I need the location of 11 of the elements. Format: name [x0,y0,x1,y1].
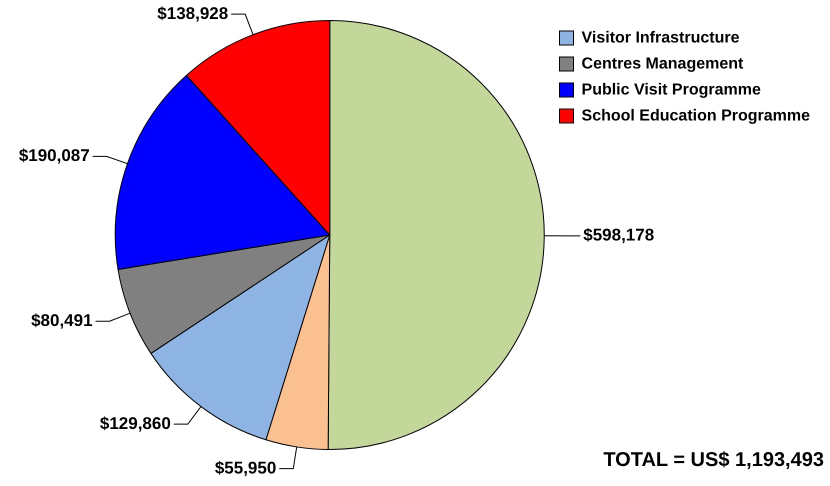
data-label: $190,087 [18,146,90,166]
legend-label: Centres Management [582,55,744,72]
legend-label: Visitor Infrastructure [582,29,740,46]
data-label: $55,950 [214,458,276,478]
text: TOTAL = US$ 1,193,493 [603,449,824,472]
data-label: $598,178 [583,226,654,245]
legend-label: School Education Programme [582,107,810,124]
data-label: $129,860 [100,414,171,433]
data-label: $138,928 [157,4,228,23]
data-label: $80,491 [31,310,93,330]
legend-label: Public Visit Programme [582,81,761,98]
